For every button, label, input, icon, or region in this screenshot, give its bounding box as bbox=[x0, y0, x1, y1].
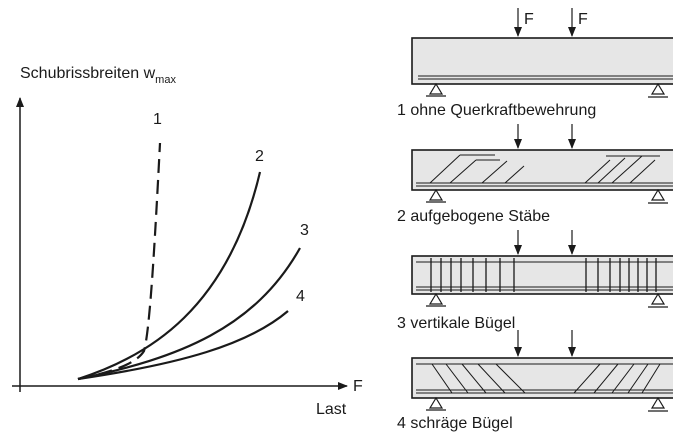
curve-label-4: 4 bbox=[296, 288, 305, 305]
bent-up-bar bbox=[449, 159, 477, 184]
beam-2-diagram: 2 aufgebogene Stäbe bbox=[397, 124, 673, 225]
beam-4-diagram: 4 schräge Bügel bbox=[397, 330, 673, 432]
support-roller bbox=[650, 188, 666, 201]
support-roller bbox=[650, 82, 666, 95]
inclined-stirrups-left bbox=[431, 363, 526, 394]
load-label-left: F bbox=[524, 11, 534, 28]
load-label-right: F bbox=[578, 11, 588, 28]
bent-up-bar bbox=[629, 159, 656, 184]
curve-2-bent-up-bars bbox=[77, 171, 262, 381]
curve-3-vertical-stirrups bbox=[77, 247, 301, 381]
beam-1-diagram: F F 1 ohne Querkraftbewehrung bbox=[397, 8, 673, 119]
x-axis-symbol: F bbox=[353, 378, 363, 395]
curve-4-inclined-stirrups bbox=[77, 310, 289, 381]
bent-up-bar bbox=[597, 157, 626, 184]
x-axis-label: Last bbox=[316, 401, 347, 418]
bent-up-bar bbox=[584, 159, 611, 184]
y-axis-label-subscript: max bbox=[155, 74, 176, 86]
support-pin bbox=[428, 396, 444, 409]
support-pin bbox=[428, 188, 444, 201]
y-axis-label-main: Schubrissbreiten w bbox=[20, 65, 156, 82]
beam-4-caption: 4 schräge Bügel bbox=[397, 415, 513, 432]
bent-up-bar bbox=[481, 160, 508, 184]
inclined-stirrups-right bbox=[573, 363, 661, 394]
curve-label-2: 2 bbox=[255, 148, 264, 165]
beam-3-diagram: 3 vertikale Bügel bbox=[397, 230, 673, 332]
bent-up-bar bbox=[504, 165, 525, 184]
curve-label-1: 1 bbox=[153, 111, 162, 128]
vertical-stirrups-right bbox=[585, 258, 657, 292]
support-pin bbox=[428, 292, 444, 305]
beam-2-caption: 2 aufgebogene Stäbe bbox=[397, 208, 550, 225]
support-pin bbox=[428, 82, 444, 95]
curve-label-3: 3 bbox=[300, 222, 309, 239]
bent-up-bar bbox=[429, 154, 461, 184]
beam-3-caption: 3 vertikale Bügel bbox=[397, 315, 515, 332]
bent-up-bar bbox=[611, 155, 643, 184]
crack-width-graph: Schubrissbreiten wmax F Last 1 2 3 4 bbox=[12, 65, 363, 418]
beam-body bbox=[411, 37, 673, 85]
support-roller bbox=[650, 396, 666, 409]
vertical-stirrups-left bbox=[430, 258, 515, 292]
beam-1-caption: 1 ohne Querkraftbewehrung bbox=[397, 102, 596, 119]
curve-1-no-shear-reinforcement bbox=[77, 142, 162, 381]
support-roller bbox=[650, 292, 666, 305]
y-axis-label: Schubrissbreiten wmax bbox=[20, 65, 176, 86]
